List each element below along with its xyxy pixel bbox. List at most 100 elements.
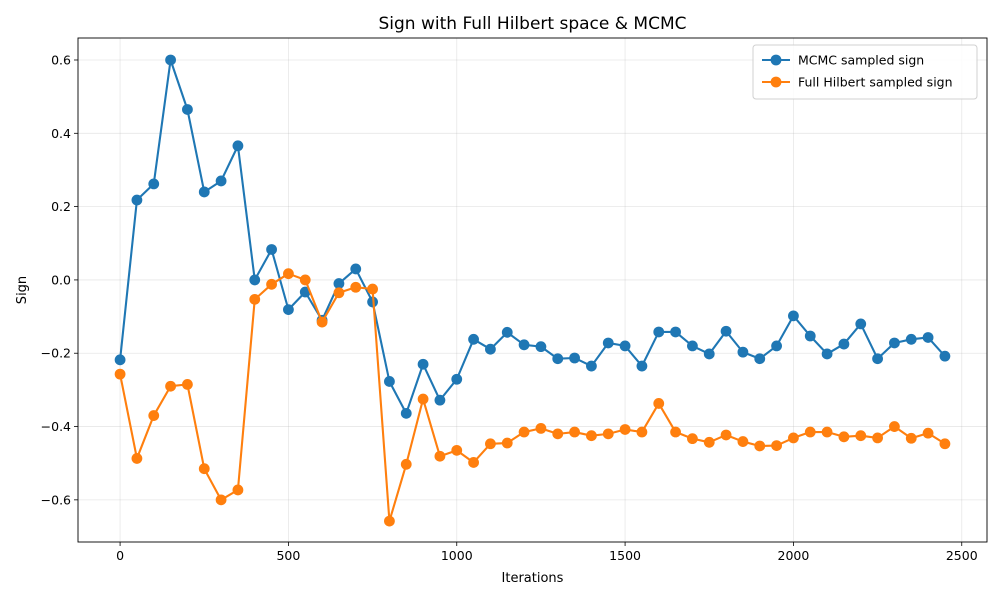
data-point	[283, 268, 294, 280]
data-point	[131, 453, 143, 464]
series-full-hilbert	[114, 268, 951, 527]
x-tick-label: 2500	[946, 548, 978, 563]
data-point	[922, 332, 934, 343]
data-point	[855, 318, 867, 330]
data-point	[602, 428, 614, 440]
data-point	[249, 274, 261, 286]
data-point	[198, 463, 210, 475]
data-point	[636, 360, 648, 372]
data-point	[367, 283, 378, 295]
data-point	[333, 278, 345, 289]
data-point	[720, 429, 732, 441]
x-axis-label: Iterations	[502, 571, 564, 586]
data-point	[350, 263, 362, 275]
data-point	[384, 376, 395, 387]
legend-marker	[770, 54, 782, 66]
data-point	[905, 333, 917, 345]
data-point	[215, 175, 227, 187]
data-point	[198, 186, 210, 198]
data-point	[501, 326, 513, 338]
data-point	[165, 54, 176, 66]
data-point	[182, 378, 193, 390]
x-tick-label: 2000	[778, 548, 810, 563]
data-point	[316, 316, 328, 328]
data-point	[148, 410, 160, 421]
data-point	[905, 432, 917, 444]
data-point	[703, 348, 715, 360]
data-series	[114, 54, 951, 527]
data-point	[838, 338, 850, 350]
data-point	[602, 337, 614, 349]
data-point	[872, 432, 883, 444]
data-point	[485, 438, 496, 450]
data-point	[687, 433, 698, 445]
x-tick-label: 1000	[441, 548, 473, 563]
data-point	[266, 244, 277, 255]
data-point	[232, 484, 244, 496]
grid-lines	[78, 38, 987, 542]
data-point	[114, 354, 126, 366]
data-point	[468, 333, 479, 345]
data-point	[855, 430, 867, 442]
data-point	[720, 325, 732, 337]
legend: MCMC sampled sign Full Hilbert sampled si…	[752, 44, 978, 100]
data-point	[400, 458, 412, 470]
data-point	[165, 380, 176, 392]
data-point	[283, 304, 294, 316]
data-point	[249, 293, 261, 305]
data-point	[586, 360, 597, 372]
data-point	[653, 326, 665, 338]
data-point	[485, 343, 496, 355]
data-point	[889, 421, 900, 432]
data-point	[737, 346, 749, 358]
data-point	[299, 274, 311, 286]
data-point	[872, 353, 883, 365]
data-point	[586, 430, 597, 442]
data-point	[653, 398, 665, 409]
data-point	[788, 310, 799, 322]
data-point	[939, 438, 951, 450]
data-point	[131, 194, 143, 206]
data-point	[838, 431, 850, 443]
y-tick-label: 0.0	[51, 272, 71, 287]
data-point	[771, 440, 782, 451]
data-point	[535, 422, 547, 434]
data-point	[451, 373, 463, 385]
legend-label: MCMC sampled sign	[798, 53, 924, 68]
data-point	[434, 394, 446, 406]
legend-frame	[752, 44, 978, 100]
plot-frame	[77, 37, 988, 543]
data-point	[215, 494, 227, 506]
data-point	[788, 432, 799, 444]
data-point	[821, 348, 833, 360]
data-point	[518, 339, 530, 351]
data-point	[182, 104, 193, 115]
data-point	[333, 287, 345, 299]
data-point	[535, 341, 547, 353]
data-point	[400, 407, 412, 419]
x-tick-label: 500	[276, 548, 300, 563]
data-point	[939, 350, 951, 362]
legend-entry: MCMC sampled sign	[762, 53, 924, 68]
legend-marker	[770, 76, 782, 88]
data-point	[148, 178, 160, 190]
y-tick-label: 0.2	[51, 199, 71, 214]
data-point	[434, 450, 446, 462]
data-point	[670, 326, 681, 338]
y-tick-label: −0.6	[41, 492, 71, 507]
data-point	[619, 340, 631, 352]
data-point	[232, 140, 244, 152]
y-tick-label: −0.4	[41, 419, 71, 434]
y-axis-label: Sign	[15, 276, 30, 304]
data-point	[754, 353, 766, 365]
data-point	[552, 428, 564, 440]
data-point	[889, 337, 900, 349]
data-point	[804, 330, 816, 342]
data-point	[737, 436, 749, 447]
y-tick-label: −0.2	[41, 346, 71, 361]
chart-title: Sign with Full Hilbert space & MCMC	[379, 14, 687, 34]
legend-label: Full Hilbert sampled sign	[798, 75, 953, 90]
data-point	[266, 278, 277, 290]
